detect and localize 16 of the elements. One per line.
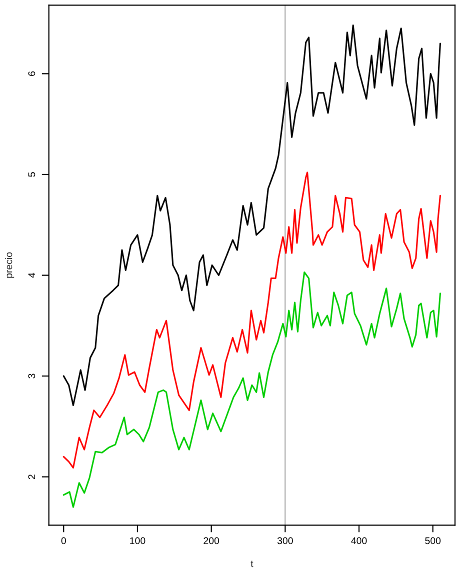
y-tick-label: 5 xyxy=(28,172,36,177)
y-axis-title: precio xyxy=(5,252,14,278)
line-series xyxy=(62,24,442,406)
x-tick-label: 200 xyxy=(204,537,220,544)
x-tick-label: 500 xyxy=(425,537,441,544)
x-tick-label: 400 xyxy=(351,537,367,544)
line-series xyxy=(62,172,442,469)
y-tick-label: 3 xyxy=(28,374,36,378)
line-series xyxy=(62,271,442,508)
x-tick-label: 100 xyxy=(130,537,146,544)
x-tick-label: 300 xyxy=(277,537,293,544)
y-tick-label: 2 xyxy=(28,474,36,480)
x-tick-label: 0 xyxy=(61,537,66,544)
y-tick-label: 4 xyxy=(28,272,36,278)
x-axis-title: t xyxy=(250,560,254,568)
y-tick-label: 6 xyxy=(28,71,36,76)
